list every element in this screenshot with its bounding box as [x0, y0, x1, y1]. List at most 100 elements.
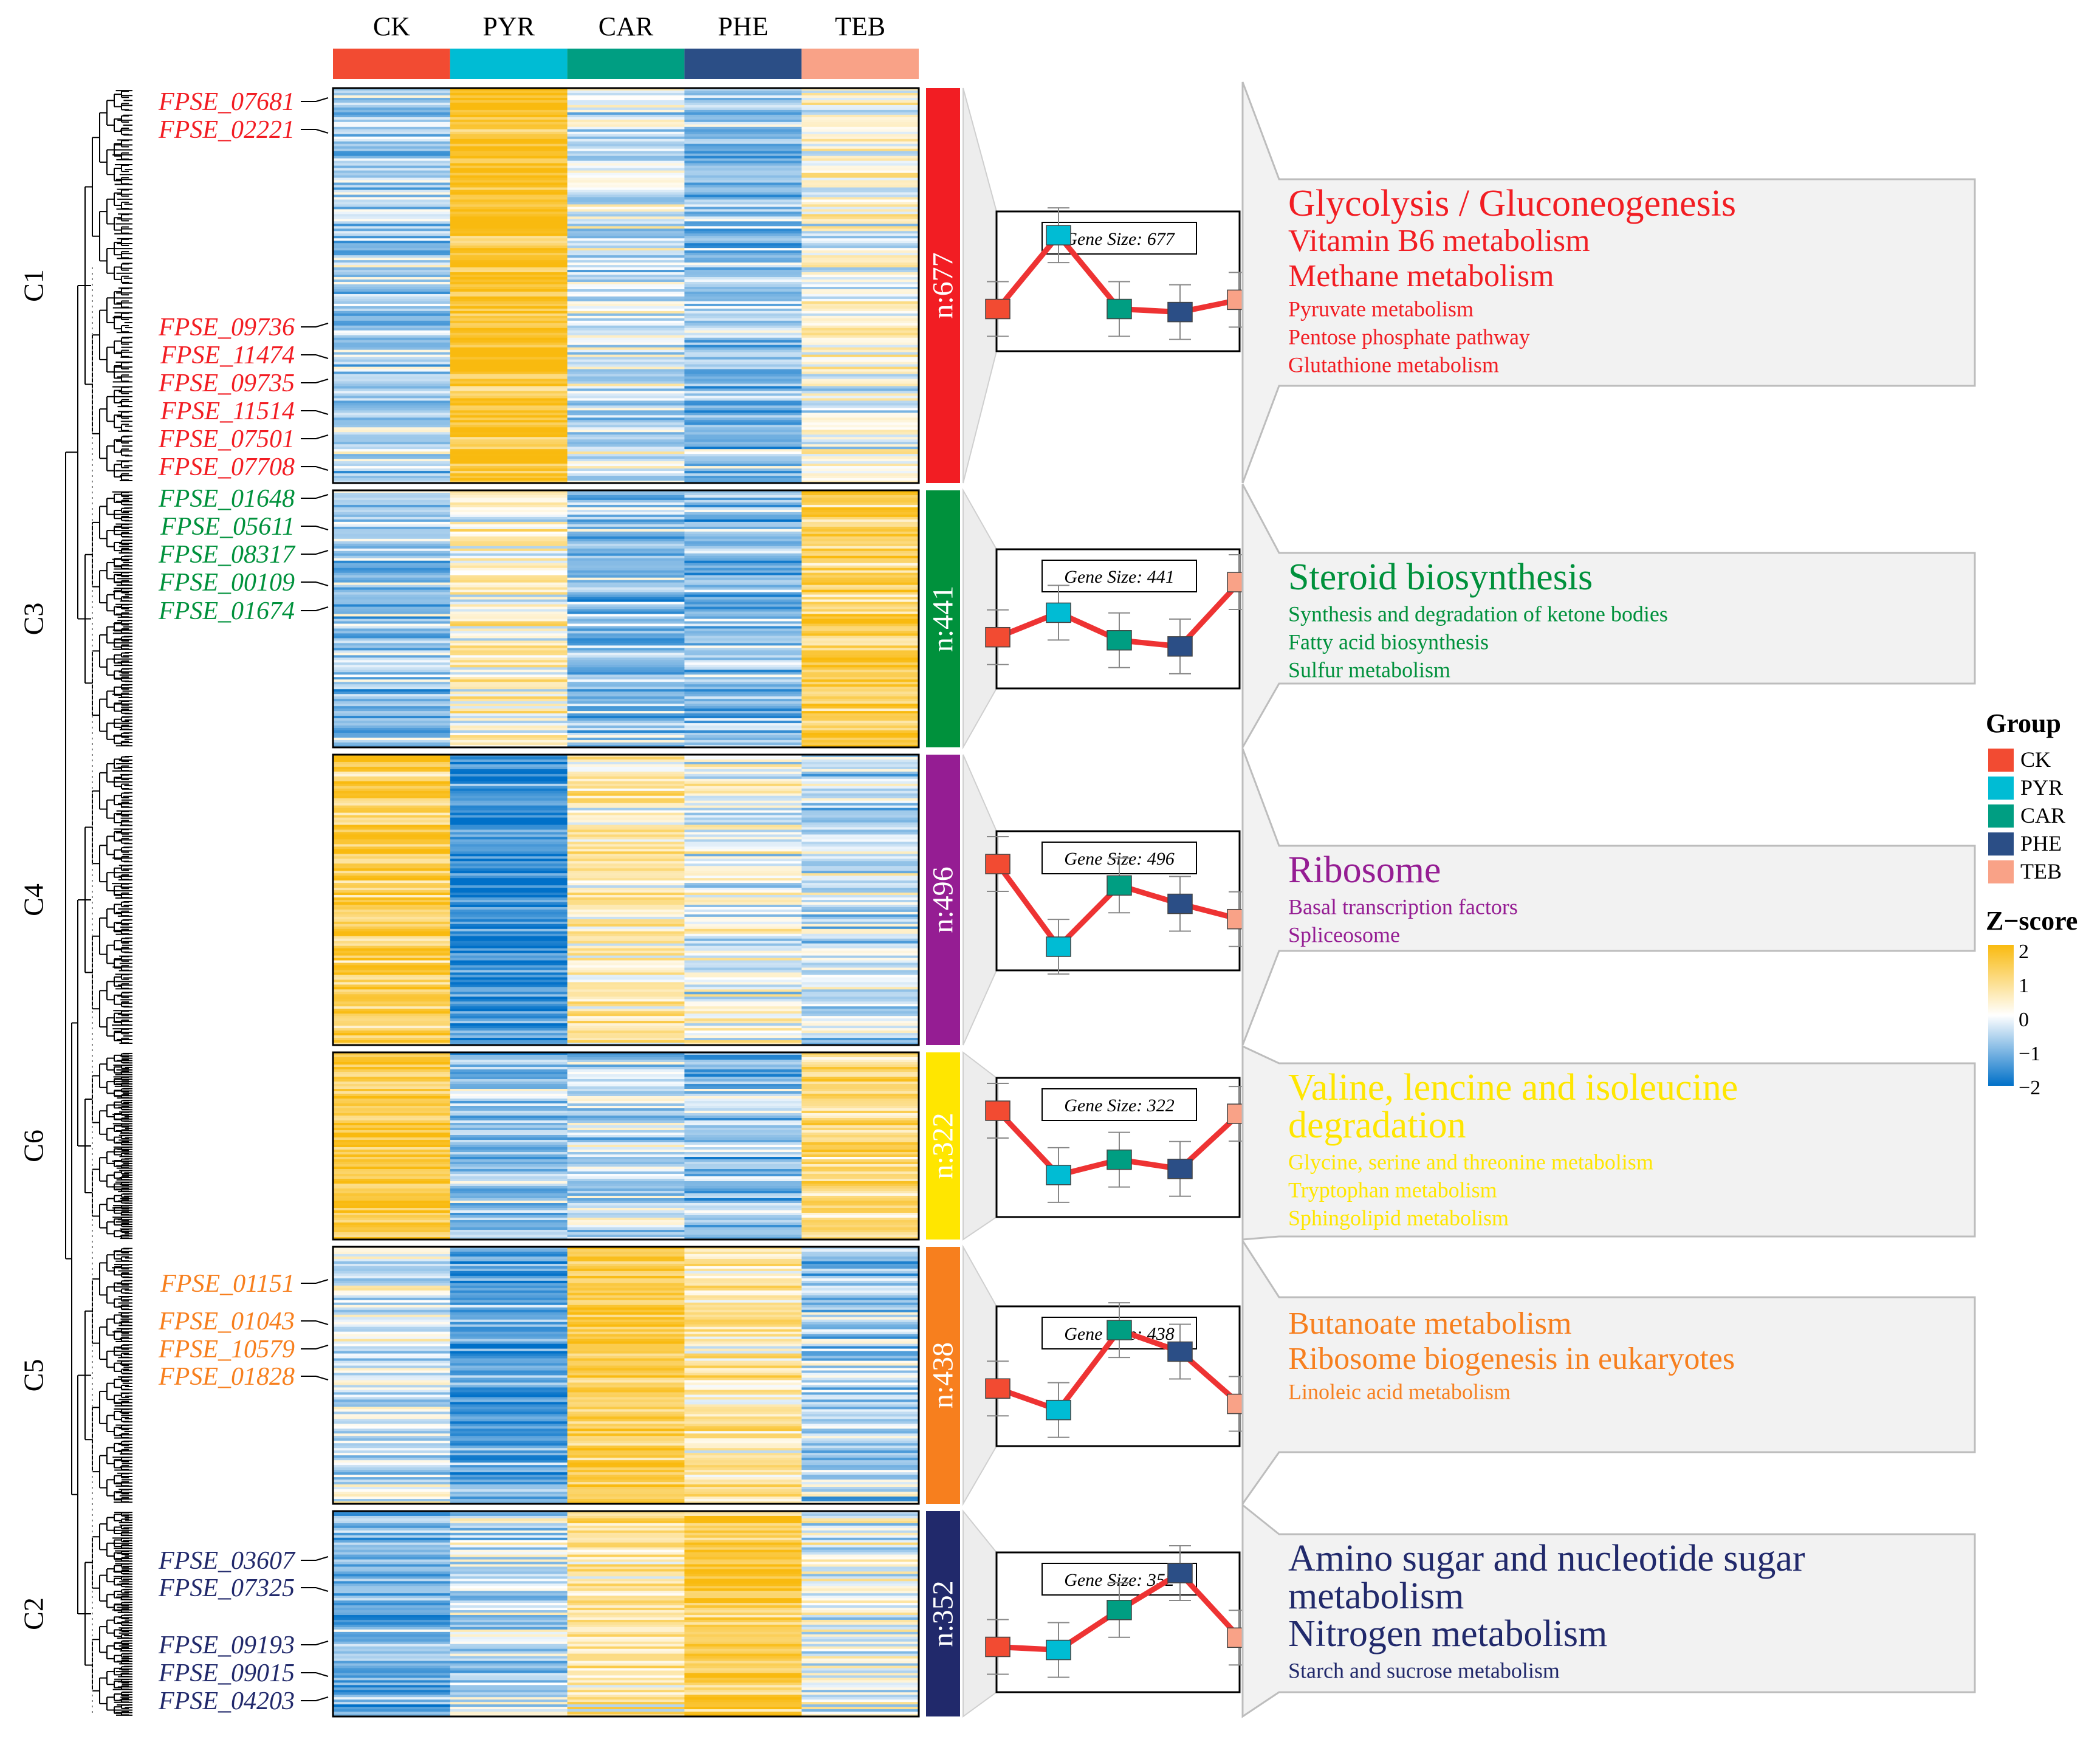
gene-label: FPSE_01043: [158, 1308, 295, 1336]
connector-shape: [963, 88, 997, 483]
profile-point: [986, 1101, 1010, 1120]
dendrogram: [66, 91, 132, 1715]
gene-label: FPSE_00109: [158, 569, 295, 597]
pathway-name: Glycine, serine and threonine metabolism: [1288, 1150, 1653, 1174]
profile-point: [1168, 894, 1192, 914]
cluster-count-label: n:322: [927, 1113, 959, 1179]
pathway-name: Glycolysis / Gluconeogenesis: [1288, 183, 1736, 224]
gene-labels: FPSE_07681FPSE_02221FPSE_09736FPSE_11474…: [158, 88, 328, 1715]
pathway-name: Starch and sucrose metabolism: [1288, 1659, 1560, 1683]
cluster-count-label: n:677: [927, 252, 959, 318]
profile-point: [1107, 300, 1131, 319]
gene-label: FPSE_11514: [160, 397, 295, 425]
heatmap-cluster-C5: [333, 1247, 919, 1504]
gene-label: FPSE_10579: [158, 1336, 295, 1363]
pathway-name: Basal transcription factors: [1288, 895, 1518, 919]
cluster-id-label: C5: [18, 1359, 49, 1392]
profile-point: [1107, 1320, 1131, 1340]
gene-label: FPSE_11474: [160, 341, 295, 369]
connector-shape: [963, 1511, 997, 1716]
cluster-count-label: n:438: [927, 1342, 959, 1408]
column-label: TEB: [835, 12, 885, 41]
gene-label: FPSE_09015: [158, 1659, 295, 1687]
column-label: PHE: [718, 12, 768, 41]
profile-point: [986, 854, 1010, 874]
column-color-bar: [684, 49, 801, 79]
gene-label: FPSE_01828: [158, 1363, 295, 1391]
profile-point: [1168, 1342, 1192, 1362]
gene-label: FPSE_01648: [158, 485, 295, 513]
heatmap-cluster-C3: [333, 490, 919, 748]
legend-swatch: [1988, 804, 2014, 828]
gene-label: FPSE_02221: [158, 116, 295, 144]
gene-label: FPSE_07681: [158, 88, 295, 116]
heatmap-cluster-C2: [333, 1511, 919, 1717]
pathway-name: Nitrogen metabolism: [1288, 1613, 1607, 1655]
cluster-count-bar: n:322: [926, 1052, 960, 1240]
cluster-id-label: C1: [18, 269, 49, 302]
cluster-id-label: C2: [18, 1597, 49, 1630]
cluster-count-bar: n:352: [926, 1511, 960, 1716]
legend-tick-label: 1: [2019, 975, 2029, 997]
heatmap-cluster-C1: [333, 88, 919, 484]
cluster-count-bar: n:438: [926, 1247, 960, 1504]
connector-shape: [963, 1052, 997, 1240]
gene-size-label: Gene Size: 677: [1064, 229, 1176, 249]
heatmap-cluster-C4: [333, 755, 919, 1046]
pathway-name: Tryptophan metabolism: [1288, 1178, 1497, 1202]
cluster-count-label: n:352: [927, 1580, 959, 1647]
pathway-name: Glutathione metabolism: [1288, 352, 1499, 377]
cluster-count-bar: n:496: [926, 755, 960, 1045]
pathway-name: Valine, lencine and isoleucine: [1288, 1067, 1738, 1108]
pathway-name: Sulfur metabolism: [1288, 658, 1450, 682]
cluster-id-label: C3: [18, 603, 49, 636]
connector-shape: [963, 490, 997, 747]
legend-label: PYR: [2020, 775, 2063, 800]
profile-point: [1046, 1641, 1071, 1660]
cluster-detail-C1: Gene Size: 677 Glycolysis / Gluconeogenes…: [963, 70, 1975, 483]
gene-label: FPSE_07325: [158, 1574, 295, 1602]
gene-size-label-box: Gene Size: 441: [1042, 560, 1196, 592]
connector-shape: [963, 1247, 997, 1504]
column-label: CK: [373, 12, 410, 41]
column-color-bar: [568, 49, 685, 79]
profile-point: [1107, 876, 1131, 895]
profile-point: [1046, 937, 1071, 956]
gene-label: FPSE_01674: [158, 597, 295, 625]
pathway-name: Linoleic acid metabolism: [1288, 1379, 1511, 1404]
cluster-detail-C6: Gene Size: 322 Valine, lencine and isoleu…: [963, 1034, 1975, 1240]
profile-point: [1046, 603, 1071, 622]
gene-size-label: Gene Size: 322: [1064, 1096, 1175, 1116]
profile-point: [1168, 637, 1192, 656]
profile-point: [1107, 1600, 1131, 1620]
heatmap-body: [333, 88, 919, 1717]
pathway-name: metabolism: [1288, 1576, 1464, 1617]
cluster-count-bar: n:677: [926, 88, 960, 483]
gene-label: FPSE_03607: [158, 1547, 296, 1575]
pathway-name: Fatty acid biosynthesis: [1288, 630, 1489, 654]
column-color-bar: [333, 49, 450, 79]
column-label: PYR: [482, 12, 535, 41]
legend-tick-label: 0: [2019, 1009, 2029, 1031]
gene-label: FPSE_08317: [158, 541, 296, 569]
gene-label: FPSE_09193: [158, 1631, 295, 1659]
pathway-name: Spliceosome: [1288, 923, 1400, 947]
pathway-name: Sphingolipid metabolism: [1288, 1206, 1509, 1230]
profile-point: [986, 1637, 1010, 1656]
gene-label: FPSE_09735: [158, 369, 295, 397]
column-color-bar: [450, 49, 568, 79]
profile-point: [1168, 303, 1192, 322]
legend-tick-label: −1: [2019, 1043, 2040, 1065]
legend-swatch: [1988, 777, 2014, 800]
profile-point: [1046, 1401, 1071, 1420]
pathway-name: Pyruvate metabolism: [1288, 297, 1474, 321]
gene-label: FPSE_05611: [160, 513, 295, 541]
legend-swatch: [1988, 749, 2014, 772]
